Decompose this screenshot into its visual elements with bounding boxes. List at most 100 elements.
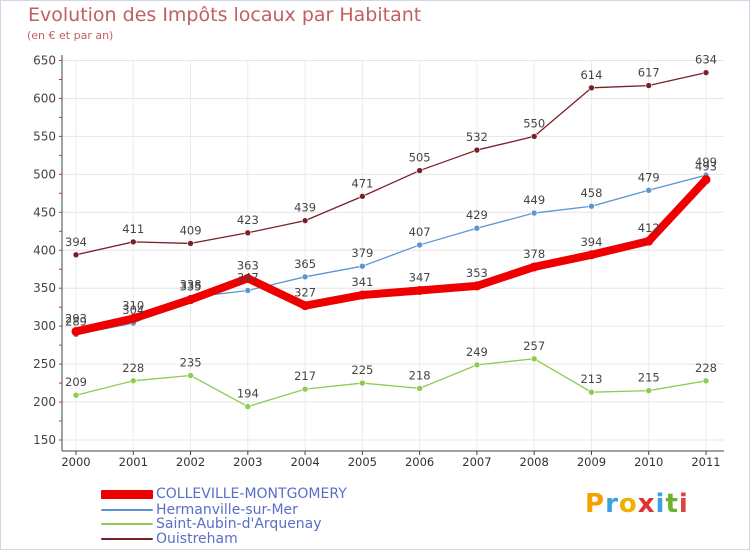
data-point	[588, 84, 595, 92]
legend-swatch	[101, 490, 153, 499]
data-label: 235	[180, 355, 202, 369]
legend-swatch	[101, 538, 153, 540]
logo-letter: i	[678, 489, 689, 519]
data-label: 550	[523, 116, 545, 130]
data-label: 439	[294, 201, 316, 215]
data-label: 347	[409, 270, 431, 284]
data-label: 449	[523, 193, 545, 207]
data-label: 379	[351, 246, 373, 260]
logo-letter: i	[655, 489, 666, 519]
legend-swatch	[101, 509, 153, 511]
y-tick-label: 250	[33, 357, 56, 371]
logo-letter: P	[585, 489, 606, 519]
proxiti-logo: Proxiti	[585, 489, 689, 519]
data-point	[71, 326, 81, 336]
y-tick-label: 200	[33, 395, 56, 409]
data-label: 394	[580, 235, 602, 249]
data-point	[530, 209, 538, 217]
data-point	[359, 262, 366, 270]
data-label: 412	[638, 221, 660, 235]
data-label: 505	[409, 151, 431, 165]
data-label: 327	[294, 286, 316, 300]
legend-label: Ouistreham	[156, 531, 238, 547]
logo-letter: t	[665, 489, 679, 519]
legend-label: COLLEVILLE-MONTGOMERY	[156, 486, 347, 502]
data-point	[301, 385, 309, 393]
data-label: 293	[65, 311, 87, 325]
data-label: 458	[580, 186, 602, 200]
data-label: 217	[294, 369, 316, 383]
x-tick-label: 2003	[233, 455, 262, 469]
data-label: 499	[695, 155, 717, 169]
chart-title: Evolution des Impôts locaux par Habitant	[28, 4, 422, 26]
data-point	[416, 385, 423, 392]
legend-label: Hermanville-sur-Mer	[156, 502, 298, 518]
x-tick-label: 2009	[577, 455, 606, 469]
data-label: 634	[695, 53, 717, 67]
logo-letter: o	[618, 489, 638, 519]
data-point	[701, 175, 711, 185]
x-tick-label: 2001	[119, 455, 148, 469]
data-point	[72, 251, 80, 259]
data-label: 209	[65, 375, 87, 389]
data-point	[586, 250, 596, 260]
data-label: 363	[237, 258, 259, 272]
data-point	[186, 295, 196, 305]
data-label: 409	[180, 223, 202, 237]
data-point	[645, 387, 653, 394]
data-label: 228	[695, 361, 717, 375]
data-label: 532	[466, 130, 488, 144]
data-label: 423	[237, 213, 259, 227]
x-tick-label: 2007	[462, 455, 491, 469]
x-tick-label: 2006	[405, 455, 434, 469]
y-tick-label: 400	[33, 243, 56, 257]
legend-label: Saint-Aubin-d'Arquenay	[156, 516, 322, 532]
data-point	[72, 391, 80, 399]
logo-letter: r	[605, 489, 619, 519]
data-point	[300, 301, 310, 311]
data-point	[702, 377, 710, 385]
data-point	[415, 285, 425, 295]
data-point	[644, 236, 654, 246]
data-label: 304	[122, 303, 144, 317]
data-point	[301, 217, 309, 224]
data-point	[129, 377, 137, 385]
data-label: 479	[638, 170, 660, 184]
x-tick-label: 2008	[520, 455, 549, 469]
data-point	[357, 290, 367, 300]
x-tick-label: 2010	[634, 455, 663, 469]
data-label: 289	[65, 314, 87, 328]
data-label: 429	[466, 208, 488, 222]
data-point	[187, 372, 194, 379]
x-tick-label: 2000	[61, 455, 90, 469]
data-point	[416, 167, 423, 174]
y-tick-label: 500	[33, 167, 56, 181]
data-point	[530, 355, 538, 363]
data-point	[472, 281, 482, 291]
data-label: 213	[580, 372, 602, 386]
data-label: 493	[695, 160, 717, 174]
series-line	[72, 175, 710, 336]
x-tick-label: 2011	[691, 455, 720, 469]
data-label: 407	[409, 225, 431, 239]
series-line	[75, 174, 707, 336]
data-label: 257	[523, 339, 545, 353]
data-label: 365	[294, 257, 316, 271]
data-label: 394	[65, 235, 87, 249]
data-label: 341	[351, 275, 373, 289]
x-tick-label: 2004	[290, 455, 319, 469]
data-label: 218	[409, 368, 431, 382]
data-point	[301, 273, 309, 281]
x-tick-label: 2005	[348, 455, 377, 469]
data-point	[702, 69, 710, 76]
data-point	[530, 133, 538, 140]
data-point	[187, 240, 194, 247]
data-point	[244, 287, 252, 294]
data-point	[416, 241, 423, 249]
data-point	[129, 238, 137, 246]
logo-letter: x	[637, 489, 656, 519]
y-tick-label: 600	[33, 91, 56, 105]
legend-swatch	[101, 523, 153, 525]
y-tick-label: 300	[33, 319, 56, 333]
